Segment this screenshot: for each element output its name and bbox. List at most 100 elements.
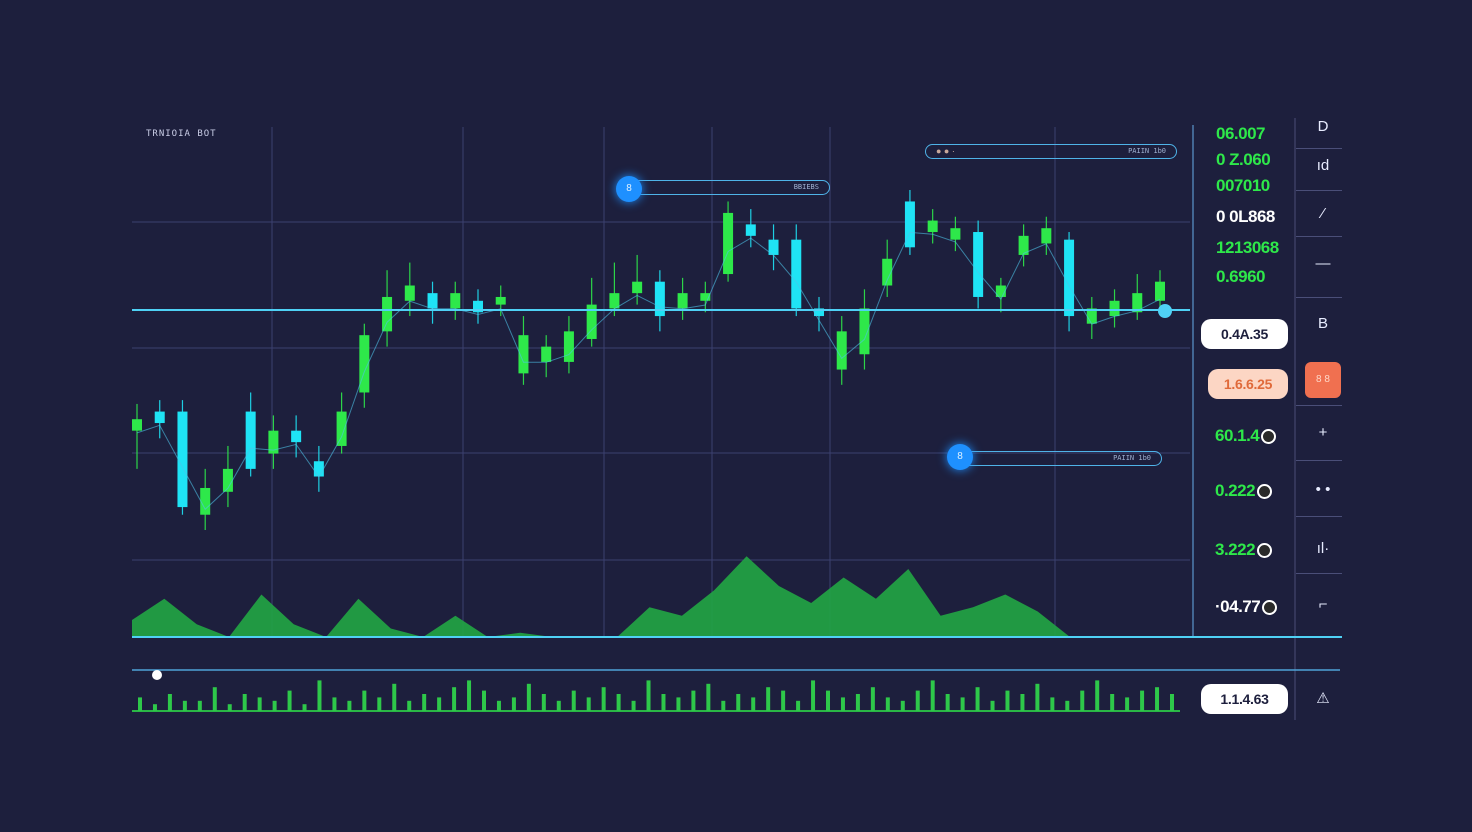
toolbar-divider (1296, 460, 1342, 461)
volume-bar (242, 694, 247, 711)
more-icon[interactable]: • • (1315, 481, 1331, 498)
volume-bar (347, 700, 352, 711)
volume-bar (960, 697, 965, 711)
alert-icon[interactable]: 8 8 (1305, 362, 1341, 398)
candle-up (609, 293, 620, 309)
coin-value-text: ·04.77 (1215, 597, 1261, 616)
current-price-badge[interactable]: 1.1.4.63 (1201, 684, 1288, 714)
volume-bar (467, 680, 472, 711)
volume-handle (152, 670, 162, 680)
price-level-value: 1213068 (1216, 238, 1279, 257)
volume-bar (1050, 697, 1055, 711)
pill-lower-label: PAIIN 1b0 (1113, 454, 1151, 462)
plus-icon[interactable]: + (1318, 424, 1328, 441)
volume-bar (496, 700, 501, 711)
candle-up (677, 293, 688, 309)
volume-bar (1140, 690, 1145, 711)
volume-bar (227, 704, 232, 711)
coin-value: 0.222 (1215, 481, 1273, 501)
coin-value: ·04.77 (1215, 597, 1278, 617)
candle-up (1155, 281, 1165, 301)
candle-up (336, 411, 347, 446)
candle-down (154, 411, 165, 424)
bars-icon[interactable]: ıl· (1316, 540, 1330, 557)
volume-bar (437, 697, 442, 711)
toolbar-divider (1296, 190, 1342, 191)
volume-bar (332, 697, 337, 711)
pill-left-label: BBIEBS (793, 183, 819, 191)
volume-bar (855, 694, 860, 711)
volume-bar (556, 700, 561, 711)
candle-up (1018, 235, 1029, 255)
volume-bar (826, 690, 830, 711)
coin-value-text: 60.1.4 (1215, 426, 1260, 445)
price-tag-pill-top[interactable]: PAIIN 1b0 (925, 144, 1177, 159)
volume-bar (511, 697, 516, 711)
price-tag-pill-lower[interactable]: PAIIN 1b0 (955, 451, 1162, 466)
volume-bar (781, 690, 786, 711)
candle-up (859, 308, 870, 355)
area-fill (132, 556, 1070, 637)
volume-bar (482, 690, 486, 711)
volume-bar (706, 683, 711, 711)
candle-up (132, 419, 142, 431)
volume-bar (691, 690, 696, 711)
toolbar-divider (1296, 297, 1342, 298)
volume-bar (766, 687, 771, 711)
line-icon[interactable]: — (1315, 255, 1331, 272)
price-level-value: 0 0L868 (1216, 207, 1275, 226)
marker-dot-lower[interactable]: 8 (947, 444, 973, 470)
candle-up (1109, 300, 1120, 317)
candle-up (632, 281, 643, 294)
b-icon[interactable]: B (1317, 315, 1328, 332)
volume-bar (407, 700, 412, 711)
candle-up (222, 468, 233, 492)
toolbar-divider (1296, 148, 1342, 149)
volume-bar (661, 694, 666, 711)
pill-top-label: PAIIN 1b0 (1128, 147, 1166, 155)
toolbar-divider (1296, 516, 1342, 517)
candle-up (495, 296, 506, 305)
candle-up (563, 331, 574, 362)
volume-bar (1065, 700, 1070, 711)
candles-icon[interactable]: ıd (1316, 157, 1330, 174)
candle-up (1041, 228, 1052, 244)
marker-dot-left[interactable]: 8 (616, 176, 642, 202)
candle-down (791, 239, 802, 309)
volume-bar (197, 700, 202, 711)
price-tag-pill-left[interactable]: BBIEBS (630, 180, 830, 195)
coin-value-text: 3.222 (1215, 540, 1256, 559)
pen-icon[interactable]: ⁄ (1321, 205, 1325, 222)
candle-down (313, 461, 324, 477)
price-badge[interactable]: 1.6.6.25 (1208, 369, 1288, 399)
d-icon[interactable]: D (1317, 118, 1329, 135)
volume-bar (1095, 680, 1100, 711)
triangle-icon[interactable]: ⚠ (1316, 690, 1330, 707)
candle-down (654, 281, 665, 317)
volume-bar (317, 680, 322, 711)
volume-bar (1005, 690, 1010, 711)
volume-bar (541, 694, 546, 711)
volume-bar (616, 694, 621, 711)
candle-up (382, 296, 393, 332)
trend-icon[interactable]: ⌐ (1318, 596, 1328, 613)
candle-up (518, 335, 529, 374)
volume-bar (751, 697, 756, 711)
candle-up (1086, 308, 1097, 324)
price-badge[interactable]: 0.4A.35 (1201, 319, 1288, 349)
candle-down (768, 239, 779, 255)
volume-bar (840, 697, 845, 711)
candle-down (177, 411, 188, 508)
candle-down (745, 224, 756, 236)
candle-down (1064, 239, 1075, 317)
volume-bar (452, 687, 457, 711)
volume-bar (257, 697, 262, 711)
volume-bar (975, 687, 980, 711)
candle-down (473, 300, 483, 313)
candle-down (291, 430, 302, 443)
volume-bar (287, 690, 292, 711)
coin-value: 60.1.4 (1215, 426, 1277, 446)
coin-icon (1261, 429, 1277, 445)
